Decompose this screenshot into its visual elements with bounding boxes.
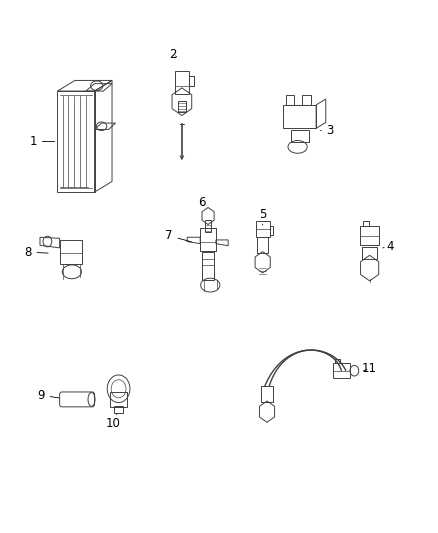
Text: 10: 10 (106, 414, 121, 430)
Text: 9: 9 (37, 389, 59, 402)
Text: 1: 1 (29, 135, 55, 148)
Text: 7: 7 (165, 229, 191, 242)
Text: 2: 2 (170, 48, 177, 61)
Text: 8: 8 (24, 246, 48, 259)
Text: 4: 4 (383, 240, 394, 253)
Text: 5: 5 (259, 208, 266, 225)
Text: 11: 11 (362, 362, 377, 375)
Text: 6: 6 (198, 196, 205, 209)
Text: 3: 3 (320, 124, 334, 137)
